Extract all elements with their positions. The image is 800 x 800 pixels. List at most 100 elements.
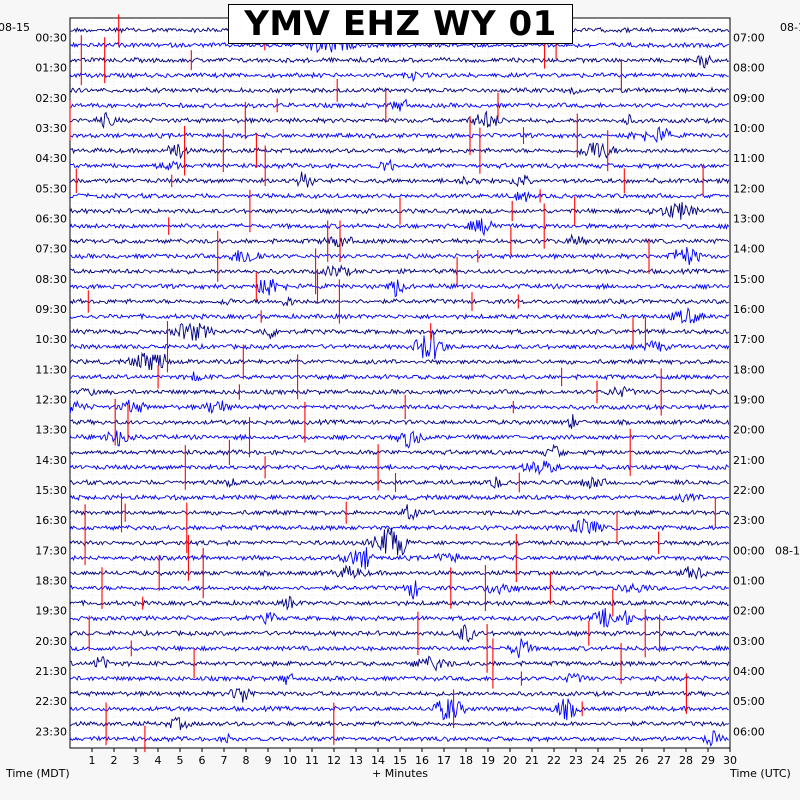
x-tick-label: 16 bbox=[415, 754, 429, 767]
x-tick-label: 21 bbox=[525, 754, 539, 767]
trace-line bbox=[69, 385, 730, 398]
y-axis-label-left: Time (MDT) bbox=[5, 767, 70, 780]
trace-line bbox=[69, 233, 730, 248]
left-time-label: 06:30 bbox=[35, 213, 67, 226]
x-tick-label: 10 bbox=[283, 754, 297, 767]
left-time-label: 14:30 bbox=[35, 454, 67, 467]
left-time-label: 09:30 bbox=[35, 303, 67, 316]
right-time-label: 09:00 bbox=[733, 92, 765, 105]
trace-line bbox=[69, 430, 730, 449]
trace-line bbox=[69, 564, 730, 580]
right-time-label: 21:00 bbox=[733, 454, 765, 467]
x-tick-label: 15 bbox=[393, 754, 407, 767]
left-time-label: 19:30 bbox=[35, 605, 67, 618]
trace-line bbox=[69, 329, 730, 360]
chart-title: YMV EHZ WY 01 bbox=[228, 4, 573, 44]
trace-line bbox=[69, 247, 730, 266]
left-time-label: 12:30 bbox=[35, 394, 67, 407]
right-time-label: 03:00 bbox=[733, 635, 765, 648]
trace-line bbox=[69, 218, 730, 237]
right-time-label: 01:00 bbox=[733, 575, 765, 588]
left-time-label: 08:30 bbox=[35, 273, 67, 286]
trace-line bbox=[69, 399, 729, 415]
trace-line bbox=[69, 504, 730, 521]
x-tick-label: 29 bbox=[701, 754, 715, 767]
x-tick-label: 20 bbox=[503, 754, 517, 767]
trace-line bbox=[69, 730, 730, 747]
left-time-label: 05:30 bbox=[35, 182, 67, 195]
trace-line bbox=[69, 190, 730, 203]
trace-line bbox=[69, 460, 730, 476]
trace-line bbox=[69, 296, 729, 307]
trace-line bbox=[69, 580, 729, 600]
trace-line bbox=[69, 86, 730, 96]
left-time-label: 16:30 bbox=[35, 514, 67, 527]
right-time-label: 14:00 bbox=[733, 243, 765, 256]
left-time-label: 17:30 bbox=[35, 544, 67, 557]
trace-line bbox=[69, 638, 730, 659]
x-tick-label: 18 bbox=[459, 754, 473, 767]
x-tick-label: 28 bbox=[679, 754, 693, 767]
left-time-label: 02:30 bbox=[35, 92, 67, 105]
trace-line bbox=[69, 527, 730, 556]
left-time-label: 22:30 bbox=[35, 695, 67, 708]
right-time-label: 00:00 bbox=[733, 544, 765, 557]
trace-line bbox=[69, 443, 730, 458]
trace-line bbox=[69, 171, 730, 188]
y-axis-label-right: Time (UTC) bbox=[729, 767, 791, 780]
x-tick-label: 17 bbox=[437, 754, 451, 767]
left-time-label: 23:30 bbox=[35, 725, 67, 738]
trace-line bbox=[69, 607, 729, 628]
right-time-label: 13:00 bbox=[733, 213, 765, 226]
x-tick-label: 23 bbox=[569, 754, 583, 767]
trace-line bbox=[69, 158, 729, 172]
date-right-top: 08-1 bbox=[780, 21, 800, 34]
right-time-label: 23:00 bbox=[733, 514, 765, 527]
spike-layer bbox=[69, 9, 716, 753]
x-tick-label: 1 bbox=[89, 754, 96, 767]
x-tick-label: 11 bbox=[305, 754, 319, 767]
x-tick-label: 24 bbox=[591, 754, 605, 767]
right-time-label: 11:00 bbox=[733, 152, 765, 165]
left-time-label: 21:30 bbox=[35, 665, 67, 678]
left-time-label: 00:30 bbox=[35, 32, 67, 45]
x-tick-label: 3 bbox=[133, 754, 140, 767]
trace-line bbox=[69, 476, 729, 490]
x-tick-label: 4 bbox=[155, 754, 162, 767]
x-tick-label: 13 bbox=[349, 754, 363, 767]
date-left: 08-15 bbox=[0, 21, 30, 34]
x-tick-label: 27 bbox=[657, 754, 671, 767]
x-tick-label: 8 bbox=[243, 754, 250, 767]
trace-line bbox=[69, 202, 729, 220]
right-time-label: 15:00 bbox=[733, 273, 765, 286]
x-axis-label: + Minutes bbox=[372, 767, 428, 780]
left-time-label: 07:30 bbox=[35, 243, 67, 256]
right-time-label: 18:00 bbox=[733, 363, 765, 376]
trace-line bbox=[69, 71, 729, 83]
right-time-label: 17:00 bbox=[733, 333, 765, 346]
right-time-label: 19:00 bbox=[733, 394, 765, 407]
right-time-label: 07:00 bbox=[733, 32, 765, 45]
trace-line bbox=[69, 547, 730, 570]
trace-line bbox=[69, 110, 729, 129]
x-tick-label: 26 bbox=[635, 754, 649, 767]
x-tick-label: 22 bbox=[547, 754, 561, 767]
x-tick-label: 7 bbox=[221, 754, 228, 767]
trace-line bbox=[69, 687, 730, 703]
right-time-label: 12:00 bbox=[733, 182, 765, 195]
right-time-label: 08:00 bbox=[733, 62, 765, 75]
left-time-label: 15:30 bbox=[35, 484, 67, 497]
trace-line bbox=[69, 655, 730, 672]
date-right-mid: 08-16 bbox=[775, 544, 800, 557]
trace-line bbox=[69, 518, 730, 535]
trace-line bbox=[69, 716, 730, 731]
right-time-label: 04:00 bbox=[733, 665, 765, 678]
left-time-label: 18:30 bbox=[35, 575, 67, 588]
left-time-label: 01:30 bbox=[35, 62, 67, 75]
left-time-labels: 00:30 01:30 02:30 03:30 04:30 05:30 06:30 07:30… bbox=[35, 32, 67, 739]
trace-line bbox=[69, 142, 730, 160]
trace-line bbox=[69, 624, 730, 643]
right-time-label: 05:00 bbox=[733, 695, 765, 708]
trace-line bbox=[69, 126, 730, 144]
left-time-label: 20:30 bbox=[35, 635, 67, 648]
